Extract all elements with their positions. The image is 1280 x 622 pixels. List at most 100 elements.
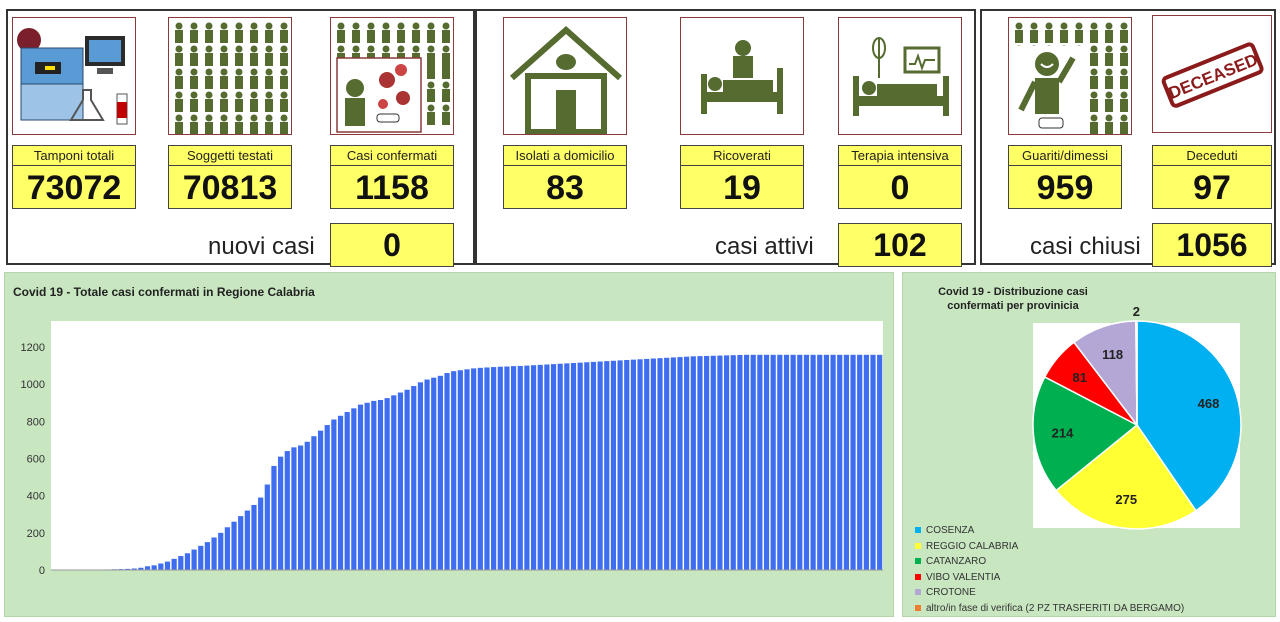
person-icon: [205, 45, 213, 66]
bar: [451, 371, 457, 570]
person-icon: [337, 22, 345, 43]
person-icon: [235, 45, 243, 66]
person-icon: [427, 22, 435, 43]
bar: [471, 368, 477, 570]
tile-value: 73072: [12, 165, 136, 209]
tile-value: 83: [503, 165, 627, 209]
bar: [697, 356, 703, 570]
bar: [517, 365, 523, 570]
person-icon: [1060, 22, 1068, 43]
y-tick-label: 1200: [21, 342, 45, 354]
legend-swatch: [915, 527, 921, 534]
person-icon: [265, 45, 273, 66]
person-icon: [205, 91, 213, 112]
y-tick-label: 800: [27, 416, 45, 428]
person-icon: [1015, 22, 1023, 43]
total-label: casi attivi: [715, 233, 814, 260]
person-icon: [1120, 45, 1128, 66]
pie-chart-panel: Covid 19 - Distribuzione casi confermati…: [902, 272, 1276, 617]
bar: [684, 356, 690, 570]
person-icon: [1105, 68, 1113, 89]
person-icon: [280, 114, 288, 134]
bar: [411, 386, 417, 570]
person-icon: [265, 91, 273, 112]
pie-data-label: 468: [1198, 396, 1220, 411]
bar: [144, 566, 151, 570]
person-icon: [235, 91, 243, 112]
total-value: 102: [838, 223, 962, 267]
tile-value: 70813: [168, 165, 292, 209]
person-icon: [1075, 22, 1083, 43]
bar: [211, 537, 217, 570]
bar: [291, 447, 297, 570]
total-label: nuovi casi: [208, 233, 315, 260]
pie-slice: [1135, 320, 1138, 426]
bar: [198, 545, 204, 570]
bar: [284, 451, 290, 570]
bar: [417, 382, 424, 570]
bar: [484, 367, 490, 570]
bar: [624, 360, 630, 570]
bar: [344, 412, 350, 570]
bar: [164, 561, 171, 570]
person-icon: [175, 45, 183, 66]
legend-swatch: [915, 542, 921, 549]
person-icon: [442, 22, 450, 43]
tile-label: Deceduti: [1152, 145, 1272, 165]
person-icon: [175, 68, 183, 89]
person-icon: [265, 22, 273, 43]
bar: [664, 357, 670, 570]
person-icon: [382, 22, 390, 43]
bar: [604, 361, 610, 570]
bar: [790, 354, 796, 570]
bar: [371, 400, 377, 570]
person-icon: [367, 22, 375, 43]
lab-equipment-icon: [12, 17, 136, 135]
bar: [550, 364, 557, 570]
bar: [870, 354, 876, 570]
person-icon: [1090, 45, 1098, 66]
person-icon: [280, 22, 288, 43]
person-icon: [1030, 22, 1038, 43]
person-icon: [442, 104, 450, 125]
bar: [278, 456, 284, 570]
legend-swatch: [915, 558, 921, 565]
person-icon: [1120, 22, 1128, 43]
person-icon: [250, 68, 258, 89]
people-grid-icon: [168, 17, 292, 135]
bar: [770, 354, 776, 570]
bar: [384, 398, 390, 570]
pie-data-label: 118: [1102, 347, 1123, 362]
person-icon: [280, 68, 288, 89]
bar: [437, 375, 443, 570]
bar: [830, 354, 836, 570]
person-icon: [220, 91, 228, 112]
bar: [204, 542, 211, 570]
person-icon: [250, 45, 258, 66]
pie-chart: 468 275 214 81 118 2: [1032, 304, 1242, 530]
tile-label: Terapia intensiva: [838, 145, 962, 165]
legend-label: COSENZA: [926, 525, 975, 536]
bar: [231, 521, 237, 570]
person-icon: [205, 114, 213, 134]
bar: [637, 359, 643, 570]
person-icon: [427, 58, 435, 79]
bar: [730, 355, 736, 570]
bar: [457, 370, 463, 570]
legend-label: REGGIO CALABRIA: [926, 540, 1019, 552]
bar: [863, 354, 869, 570]
bar: [171, 558, 177, 570]
bar: [584, 362, 590, 570]
bar: [477, 367, 483, 570]
y-tick-label: 600: [27, 454, 45, 466]
person-icon: [352, 22, 360, 43]
person-icon: [235, 114, 243, 134]
person-icon: [1090, 22, 1098, 43]
bar: [537, 364, 543, 570]
person-icon: [427, 81, 435, 102]
pie-slice: [1136, 320, 1242, 512]
pie-data-label: 2: [1133, 304, 1140, 319]
legend-item: altro/in fase di verifica (2 PZ TRASFERI…: [915, 603, 1184, 614]
tile-value: 19: [680, 165, 804, 209]
bar: [337, 415, 344, 570]
